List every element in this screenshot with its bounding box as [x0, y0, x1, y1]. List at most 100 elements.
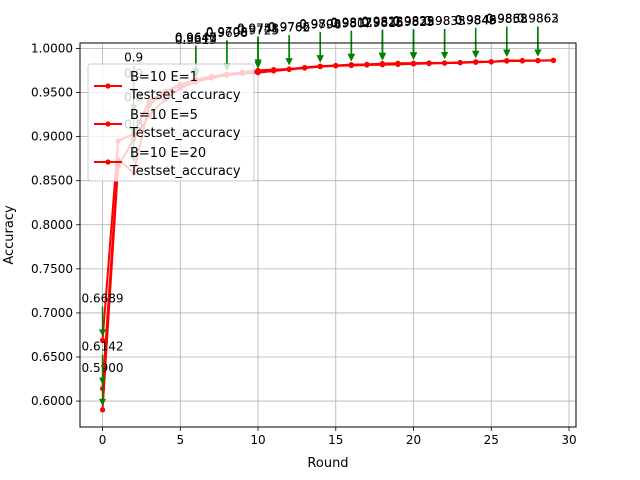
annotation-label: 0.9833 [393, 14, 435, 28]
legend-marker-swatch [105, 83, 111, 89]
annotation-label: 0.9698 [206, 26, 248, 40]
annotation-arrowhead [472, 50, 480, 58]
data-point [473, 59, 479, 65]
annotation-label: 0.9862 [517, 12, 559, 26]
y-tick-label: 0.7000 [31, 306, 73, 320]
data-point [333, 62, 339, 69]
annotation-label: 0.9751 [237, 21, 279, 35]
legend-item: B=10 E=5 Testset_accuracy [94, 108, 241, 141]
annotation-arrowhead [254, 59, 262, 67]
annotation: 0.9766 [268, 20, 310, 66]
annotation-label: 0.9846 [455, 13, 497, 27]
annotation-arrowhead [285, 58, 293, 66]
annotation-arrowhead [534, 49, 542, 57]
annotation-label: 0.9833 [424, 14, 466, 28]
y-tick-label: 0.9000 [31, 130, 73, 144]
annotation-label: 0.9817 [330, 16, 372, 30]
data-point [535, 57, 541, 64]
data-point [302, 64, 308, 71]
annotation-label: 0.9863 [486, 12, 528, 26]
data-point [379, 61, 386, 67]
annotation: 0.9828 [361, 15, 403, 60]
annotation-arrowhead [99, 398, 107, 406]
x-tick-label: 25 [484, 433, 499, 447]
y-tick-label: 1.0000 [31, 41, 73, 55]
annotation: 0.6142 [82, 340, 124, 385]
annotation: 0.9751 [237, 21, 279, 67]
data-point [99, 407, 106, 413]
annotations-layer: 0.59000.61420.66890.80.80.90.90.96190.96… [82, 12, 559, 406]
annotation-label: 0.9863 [517, 12, 559, 26]
y-tick-label: 0.6500 [31, 350, 73, 364]
legend: B=10 E=1 Testset_accuracy B=10 E=5 Testset_… [87, 63, 255, 182]
x-axis-label: Round [307, 456, 348, 471]
annotation-label: 0.9619 [175, 33, 217, 47]
y-tick-label: 0.6000 [31, 394, 73, 408]
data-point [550, 57, 557, 63]
annotation-arrowhead [503, 49, 511, 57]
annotation: 0.9863 [486, 12, 528, 57]
y-tick-label: 0.9500 [31, 86, 73, 100]
data-point [504, 57, 510, 64]
annotation-label: 0.9843 [455, 13, 497, 27]
annotation-arrowhead [316, 55, 324, 63]
y-tick-label: 0.8000 [31, 218, 73, 232]
annotation-label: 0.9829 [393, 15, 435, 29]
annotation-label: 0.9794 [299, 18, 341, 32]
annotation-label: 0.9 [124, 51, 143, 65]
annotation-arrowhead [99, 377, 107, 385]
legend-item: B=10 E=1 Testset_accuracy [94, 70, 241, 103]
annotation-label: 0.9858 [486, 12, 528, 26]
annotation-arrowhead [441, 52, 449, 60]
annotation-label: 0.9762 [268, 20, 310, 34]
annotation-label: 0.9826 [361, 15, 403, 29]
annotation-arrowhead [99, 329, 107, 337]
annotation-label: 0.6142 [82, 340, 124, 354]
data-point [317, 63, 323, 69]
legend-box [87, 63, 255, 182]
legend-label: B=10 E=20 Testset_accuracy [129, 146, 241, 179]
data-point [457, 59, 463, 66]
annotation-label: 0.9807 [330, 16, 372, 30]
legend-item: B=10 E=20 Testset_accuracy [94, 146, 241, 179]
annotation-label: 0.9766 [268, 20, 310, 34]
legend-label: B=10 E=1 Testset_accuracy [129, 70, 241, 103]
annotation: 0.9863 [517, 12, 559, 57]
annotation-label: 0.9796 [299, 17, 341, 31]
annotation-label: 0.6689 [82, 291, 124, 305]
data-point [348, 61, 354, 68]
annotation-arrowhead [347, 53, 355, 61]
annotation: 0.9800 [299, 17, 341, 63]
x-tick-label: 20 [406, 433, 421, 447]
annotation-label: 0.9708 [206, 25, 248, 39]
annotation-label: 0.9849 [455, 13, 497, 27]
data-point [410, 60, 417, 66]
gridlines [80, 43, 576, 427]
annotation: 0.9849 [455, 13, 497, 58]
x-axis-ticks: 0 5 10 15 20 25 30 [99, 427, 577, 447]
annotation-arrowhead [410, 52, 418, 60]
legend-label: B=10 E=5 Testset_accuracy [129, 108, 241, 141]
data-point [270, 67, 277, 73]
x-tick-label: 0 [99, 433, 107, 447]
axes-frame [79, 42, 577, 428]
annotation-label: 0.9828 [361, 15, 403, 29]
annotation-label: 0.9647 [175, 31, 217, 45]
data-point [286, 66, 292, 72]
data-point [99, 337, 106, 343]
data-point [519, 57, 525, 64]
annotation-label: 0.9725 [237, 24, 279, 38]
annotation-label: 0.9825 [393, 15, 435, 29]
data-point [395, 60, 401, 66]
annotation: 0.6689 [82, 291, 124, 337]
x-tick-label: 10 [250, 433, 265, 447]
y-axis-ticks: 0.6000 0.6500 0.7000 0.7500 0.8000 0.8500 0.90… [31, 41, 80, 408]
annotation: 0.9833 [393, 14, 435, 60]
annotation-label: 0.9800 [299, 17, 341, 31]
y-tick-label: 0.8500 [31, 174, 73, 188]
data-point [426, 60, 432, 66]
x-tick-label: 15 [328, 433, 343, 447]
data-point [364, 61, 370, 67]
data-point [442, 60, 448, 66]
